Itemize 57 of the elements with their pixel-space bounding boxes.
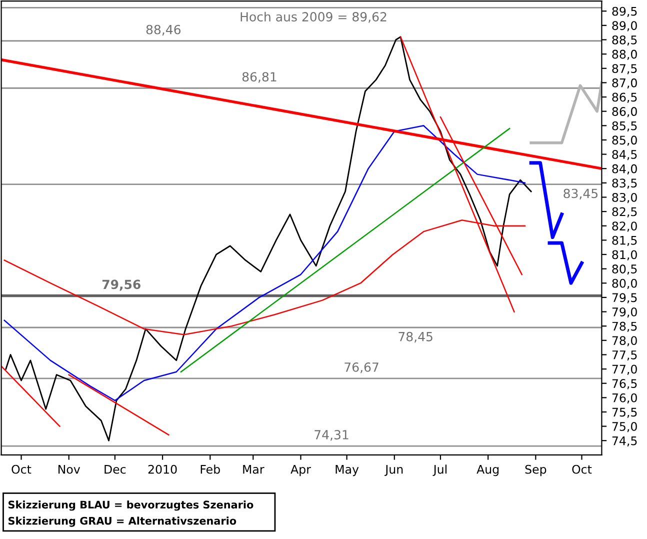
y-tick-label: 80,5: [612, 264, 637, 275]
ref-line-label: 74,31: [314, 430, 348, 441]
x-tick-label: Mar: [243, 465, 264, 474]
y-tick-label: 75,5: [612, 408, 637, 418]
y-tick-label: 87,5: [612, 64, 637, 74]
y-tick-label: 86,0: [612, 107, 637, 118]
ref-line-label: 79,56: [102, 280, 140, 291]
y-tick-label: 84,5: [612, 150, 637, 160]
x-tick-label: May: [336, 465, 359, 476]
x-tick-label: Oct: [572, 464, 592, 474]
x-tick-label: Sep: [525, 464, 546, 476]
text: Skizzierung GRAU = Alternativszenario: [8, 516, 236, 527]
y-tick-label: 78,0: [612, 336, 637, 346]
line-series: [4, 125, 526, 402]
x-tick-label: Aug: [476, 465, 499, 476]
line-series: [530, 81, 602, 144]
y-tick-label: 83,0: [612, 192, 637, 204]
y-tick-label: 74,5: [612, 436, 637, 446]
ref-line-label: 86,81: [242, 72, 276, 83]
x-tick-label: Apr: [290, 465, 311, 476]
y-tick-label: 85,5: [612, 121, 637, 132]
ref-line-label: 88,46: [146, 24, 181, 36]
y-tick-label: 77,0: [612, 364, 637, 375]
line-series: [5, 36, 532, 442]
ref-line-label: 83,45: [564, 188, 598, 200]
y-tick-label: 82,0: [612, 222, 637, 232]
y-tick-label: 85,0: [612, 136, 637, 146]
y-tick-label: 88,0: [612, 50, 637, 60]
y-tick-label: 75,0: [612, 422, 637, 432]
y-tick-label: 87,0: [612, 78, 637, 89]
x-tick-label: 2010: [148, 464, 177, 474]
y-tick-label: 77,5: [612, 350, 637, 361]
y-tick-label: 79,5: [612, 293, 637, 304]
ref-line-label: 76,67: [344, 362, 378, 374]
ref-line-label: 78,45: [398, 332, 432, 343]
y-tick-label: 89,5: [612, 6, 637, 17]
ref-line-label: Hoch aus 2009 = 89,62: [240, 12, 386, 23]
y-tick-label: 84,0: [612, 164, 637, 174]
y-tick-label: 82,5: [612, 207, 637, 218]
x-tick-label: Feb: [200, 464, 220, 474]
y-tick-label: 79,0: [612, 307, 637, 318]
y-tick-label: 83,5: [612, 178, 637, 189]
y-tick-label: 86,5: [612, 92, 637, 103]
y-tick-label: 81,5: [612, 236, 637, 246]
y-tick-label: 76,5: [612, 379, 637, 390]
y-tick-label: 88,5: [612, 35, 637, 46]
y-tick-label: 78,5: [612, 322, 637, 332]
x-tick-label: Dec: [104, 465, 126, 474]
x-tick-label: Jun: [384, 465, 403, 476]
x-tick-label: Nov: [58, 465, 80, 474]
y-tick-label: 81,0: [612, 250, 637, 260]
y-tick-label: 80,0: [612, 278, 637, 289]
y-tick-label: 89,0: [612, 21, 637, 32]
x-tick-label: Oct: [12, 464, 32, 474]
y-tick-label: 76,0: [612, 393, 637, 404]
text: Skizzierung BLAU = bevorzugtes Szenario: [8, 500, 254, 511]
x-tick-label: Jul: [432, 464, 446, 476]
